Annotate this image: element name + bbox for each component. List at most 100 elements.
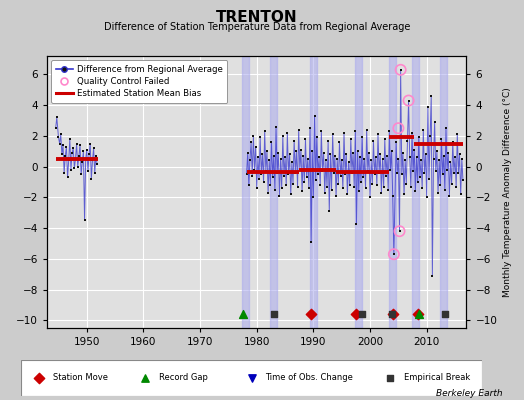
Point: [379, 184, 388, 190]
Point: [79, 148, 88, 154]
Point: [420, 170, 429, 176]
Point: [359, 174, 367, 181]
Point: [358, 134, 366, 141]
Point: [408, 130, 416, 136]
Point: [260, 128, 269, 134]
Point: [413, 311, 422, 317]
Point: [405, 97, 413, 104]
Point: [330, 170, 338, 176]
Point: [403, 137, 412, 144]
Point: [417, 157, 425, 164]
Point: [339, 185, 347, 191]
Text: Time of Obs. Change: Time of Obs. Change: [265, 374, 353, 382]
Point: [447, 180, 456, 187]
Point: [349, 150, 357, 156]
Point: [437, 136, 445, 142]
Point: [270, 311, 279, 317]
Point: [430, 119, 439, 125]
Point: [411, 188, 420, 194]
Point: [68, 150, 77, 156]
Point: [76, 142, 84, 148]
Point: [342, 151, 351, 158]
Point: [289, 180, 297, 187]
Point: [378, 156, 387, 162]
Point: [321, 190, 329, 196]
Point: [57, 131, 65, 138]
Point: [238, 311, 247, 317]
Point: [263, 148, 271, 154]
Point: [294, 126, 303, 133]
Point: [436, 182, 444, 188]
Y-axis label: Monthly Temperature Anomaly Difference (°C): Monthly Temperature Anomaly Difference (…: [503, 87, 512, 297]
Point: [247, 375, 256, 381]
Point: [389, 311, 398, 317]
Point: [457, 156, 466, 162]
Point: [290, 137, 298, 144]
Point: [388, 193, 397, 199]
Point: [407, 184, 415, 190]
Point: [452, 184, 461, 190]
Point: [443, 166, 451, 173]
Point: [381, 173, 390, 179]
Point: [276, 156, 285, 162]
Point: [274, 150, 282, 156]
Point: [93, 160, 101, 167]
Point: [314, 171, 322, 178]
Bar: [389, 56, 396, 328]
Point: [318, 168, 326, 174]
Point: [444, 150, 452, 156]
Point: [374, 131, 382, 138]
Point: [257, 171, 266, 178]
Point: [335, 139, 344, 145]
Bar: [310, 56, 317, 328]
Point: [425, 176, 433, 182]
Point: [410, 146, 419, 153]
Point: [268, 174, 277, 181]
Point: [279, 133, 287, 139]
Point: [384, 186, 392, 193]
Text: Berkeley Earth: Berkeley Earth: [436, 389, 503, 398]
Point: [413, 179, 422, 185]
Text: Empirical Break: Empirical Break: [403, 374, 470, 382]
Point: [352, 311, 360, 317]
Point: [385, 128, 394, 134]
Point: [287, 191, 295, 198]
Point: [303, 156, 312, 162]
Point: [351, 128, 359, 134]
Point: [394, 125, 402, 132]
Point: [345, 182, 354, 188]
Point: [334, 180, 343, 187]
Point: [449, 139, 457, 145]
Point: [459, 177, 467, 184]
Point: [435, 157, 443, 164]
Point: [397, 67, 405, 73]
Point: [406, 154, 414, 161]
Point: [309, 194, 318, 200]
Point: [313, 134, 321, 141]
Point: [341, 171, 350, 178]
Point: [360, 156, 368, 162]
Point: [311, 177, 320, 184]
Point: [383, 153, 391, 159]
Point: [304, 185, 313, 191]
Point: [344, 159, 353, 165]
Point: [285, 171, 293, 178]
Bar: [270, 56, 277, 328]
Point: [282, 182, 290, 188]
Point: [267, 139, 276, 145]
Point: [91, 170, 99, 176]
Point: [387, 311, 396, 317]
Point: [281, 154, 289, 161]
Point: [397, 67, 405, 73]
Point: [271, 186, 279, 193]
Point: [75, 153, 83, 159]
Point: [372, 154, 380, 161]
Point: [409, 168, 417, 174]
Point: [446, 159, 455, 165]
Point: [432, 168, 440, 174]
Point: [331, 153, 339, 159]
Point: [348, 170, 356, 176]
Point: [375, 170, 384, 176]
Point: [293, 184, 302, 190]
Point: [346, 136, 355, 142]
